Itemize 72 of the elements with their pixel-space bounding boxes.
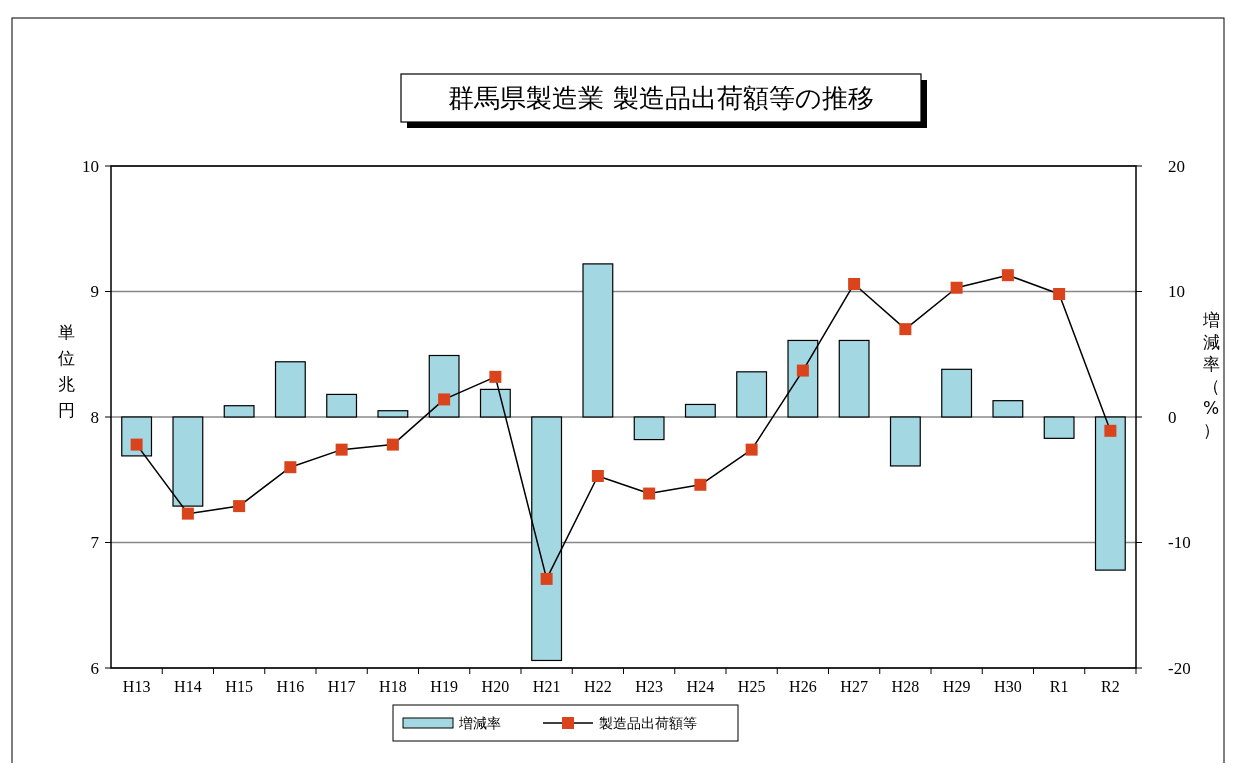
bar: [736, 371, 768, 418]
x-tick-label: H16: [276, 678, 305, 695]
point: [591, 469, 604, 482]
point: [899, 323, 912, 336]
point: [386, 438, 399, 451]
y2-tick-label: 0: [1168, 407, 1177, 427]
bar: [223, 405, 255, 418]
point: [694, 478, 707, 491]
x-tick-label: R2: [1101, 678, 1120, 695]
y-tick-label: 10: [82, 156, 99, 176]
point: [233, 500, 246, 513]
y2-tick-label: 20: [1168, 156, 1185, 176]
x-tick-label: H29: [942, 678, 971, 695]
point: [130, 438, 143, 451]
x-tick-label: H20: [481, 678, 510, 695]
x-tick-label: H30: [994, 678, 1022, 695]
bar: [992, 400, 1024, 418]
chart-title: 群馬県製造業 製造品出荷額等の推移: [448, 83, 874, 113]
x-tick-label: H25: [737, 678, 766, 695]
x-tick-label: H15: [225, 678, 253, 695]
legend-label: 増減率: [458, 714, 501, 731]
point: [489, 370, 502, 383]
point: [643, 487, 656, 500]
bar: [787, 339, 819, 418]
y2-tick-label: 10: [1168, 282, 1185, 302]
y-tick-label: 9: [90, 282, 99, 302]
bar: [172, 416, 204, 507]
bar: [326, 393, 358, 418]
y2-axis-title: 増減率（%）: [1201, 310, 1220, 440]
x-tick-label: H28: [891, 678, 920, 695]
bar: [633, 416, 665, 441]
bar: [377, 410, 409, 418]
y2-tick-label: -20: [1168, 658, 1191, 678]
legend-label: 製造品出荷額等: [599, 714, 697, 731]
x-tick-label: H21: [532, 678, 561, 695]
bar: [941, 368, 973, 418]
y-tick-label: 6: [90, 658, 99, 678]
point: [284, 461, 297, 474]
x-tick-label: H18: [379, 678, 407, 695]
point: [540, 572, 553, 585]
point: [181, 507, 194, 520]
point: [1001, 269, 1014, 282]
x-tick-label: H19: [430, 678, 458, 695]
bar: [684, 403, 716, 418]
y-tick-label: 7: [90, 533, 100, 553]
bar: [1043, 416, 1075, 439]
bar: [479, 388, 511, 418]
bar: [838, 339, 870, 418]
point: [848, 277, 861, 290]
x-tick-label: H23: [635, 678, 663, 695]
x-tick-label: H14: [174, 678, 202, 695]
x-tick-label: H27: [840, 678, 868, 695]
bar: [582, 263, 614, 418]
x-tick-label: H17: [327, 678, 356, 695]
x-tick-label: H24: [686, 678, 715, 695]
bar: [274, 361, 306, 418]
point: [745, 443, 758, 456]
y2-tick-label: -10: [1168, 533, 1191, 553]
point: [796, 364, 809, 377]
bar: [428, 354, 460, 418]
point: [335, 443, 348, 456]
y-tick-label: 8: [90, 407, 99, 427]
x-tick-label: H22: [584, 678, 612, 695]
bar: [889, 416, 921, 467]
x-tick-label: H13: [122, 678, 151, 695]
point: [1053, 288, 1066, 301]
point: [1104, 424, 1117, 437]
y-axis-title: 単位兆円: [57, 322, 75, 420]
point: [950, 281, 963, 294]
point: [438, 393, 451, 406]
x-tick-label: H26: [789, 678, 817, 695]
x-tick-label: R1: [1049, 678, 1069, 695]
